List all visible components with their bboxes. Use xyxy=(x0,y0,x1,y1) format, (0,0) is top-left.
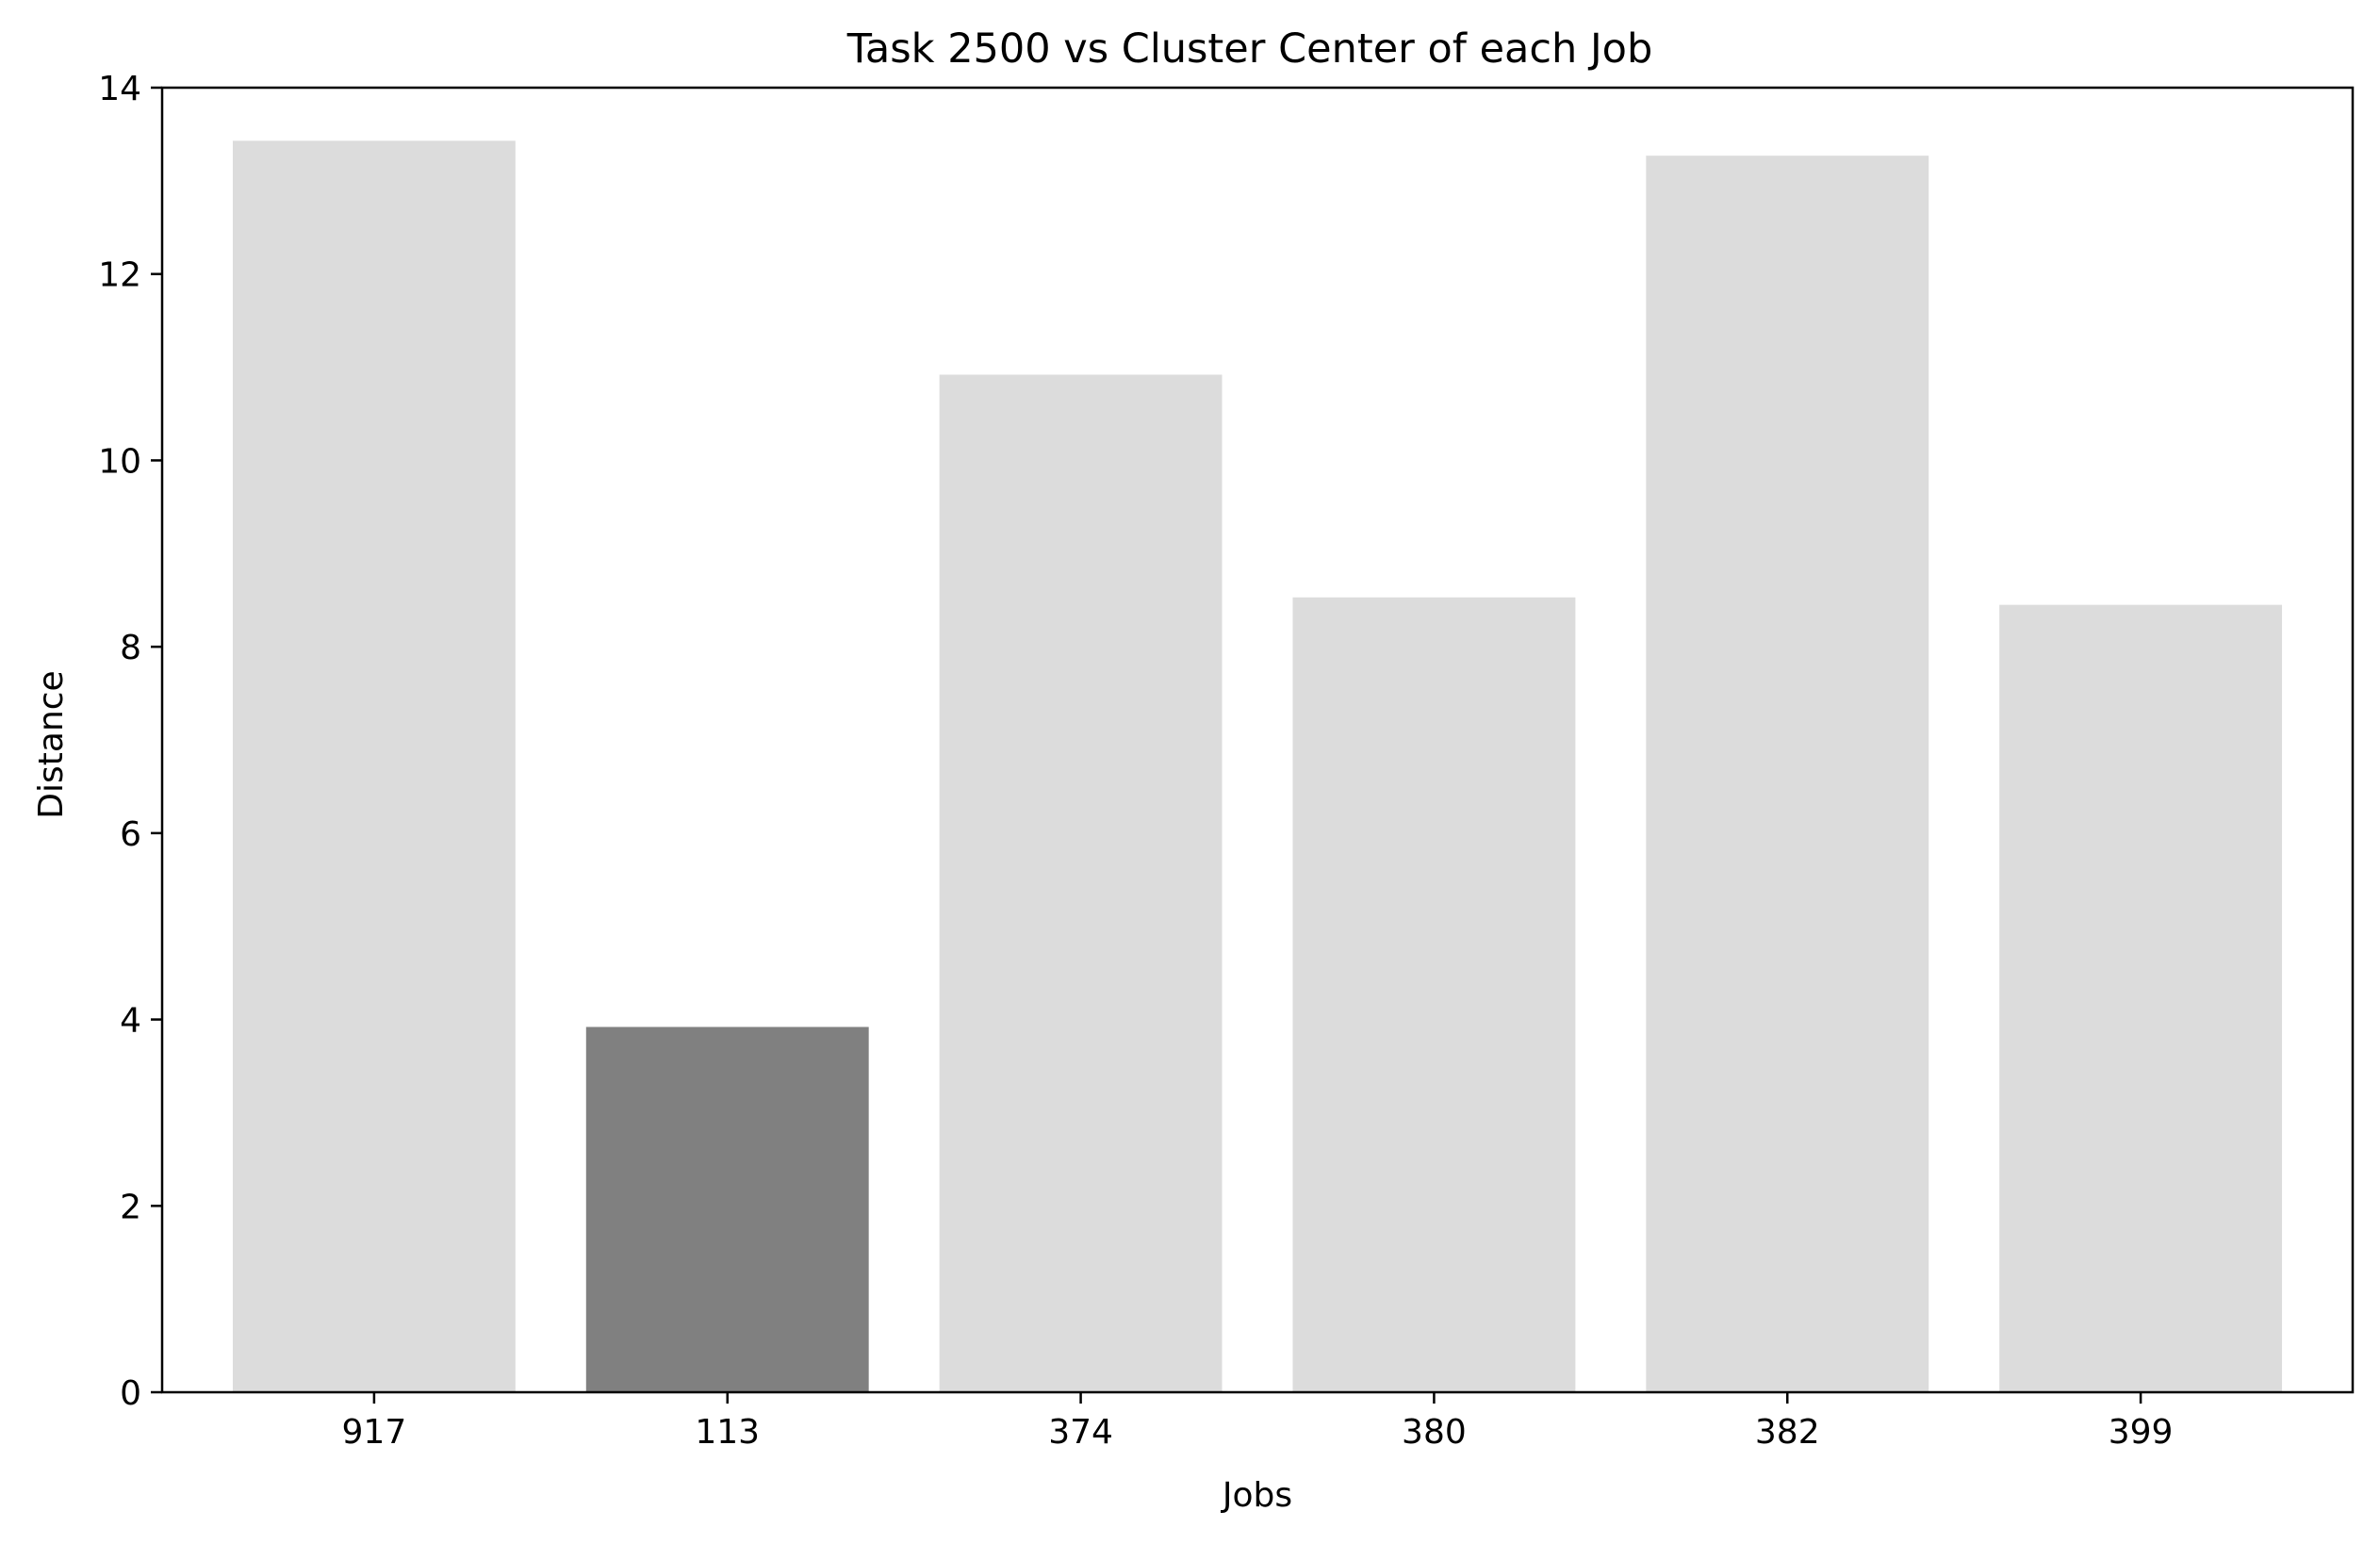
plot-frame xyxy=(160,86,2355,1394)
y-axis-label: Distance xyxy=(32,670,71,818)
x-tick-label: 113 xyxy=(695,1413,760,1452)
y-tick-label: 2 xyxy=(120,1188,141,1226)
x-axis-label: Jobs xyxy=(1221,1476,1292,1515)
y-tick-label: 14 xyxy=(98,70,141,108)
x-tick-label: 399 xyxy=(2109,1413,2174,1452)
bar-380 xyxy=(1292,597,1576,1392)
x-axis-ticks: 917 113 374 380 382 399 xyxy=(342,1392,2174,1452)
y-axis-ticks: 0 2 4 6 8 10 12 14 xyxy=(98,70,162,1413)
chart-title: Task 2500 vs Cluster Center of each Job xyxy=(846,25,1653,73)
bar-374 xyxy=(939,374,1223,1393)
x-tick-label: 917 xyxy=(342,1413,407,1452)
y-tick-label: 8 xyxy=(120,629,141,667)
y-tick-label: 12 xyxy=(98,256,141,295)
bar-399 xyxy=(1999,604,2283,1392)
y-tick-label: 4 xyxy=(120,1002,141,1041)
bar-917 xyxy=(232,140,516,1392)
x-tick-label: 380 xyxy=(1402,1413,1467,1452)
y-tick-label: 10 xyxy=(98,442,141,481)
x-tick-label: 374 xyxy=(1048,1413,1113,1452)
bars-layer xyxy=(232,140,2283,1393)
y-tick-label: 0 xyxy=(120,1374,141,1413)
bar-382 xyxy=(1646,156,1929,1392)
y-tick-label: 6 xyxy=(120,815,141,854)
x-tick-label: 382 xyxy=(1755,1413,1820,1452)
bar-113 xyxy=(585,1027,869,1392)
